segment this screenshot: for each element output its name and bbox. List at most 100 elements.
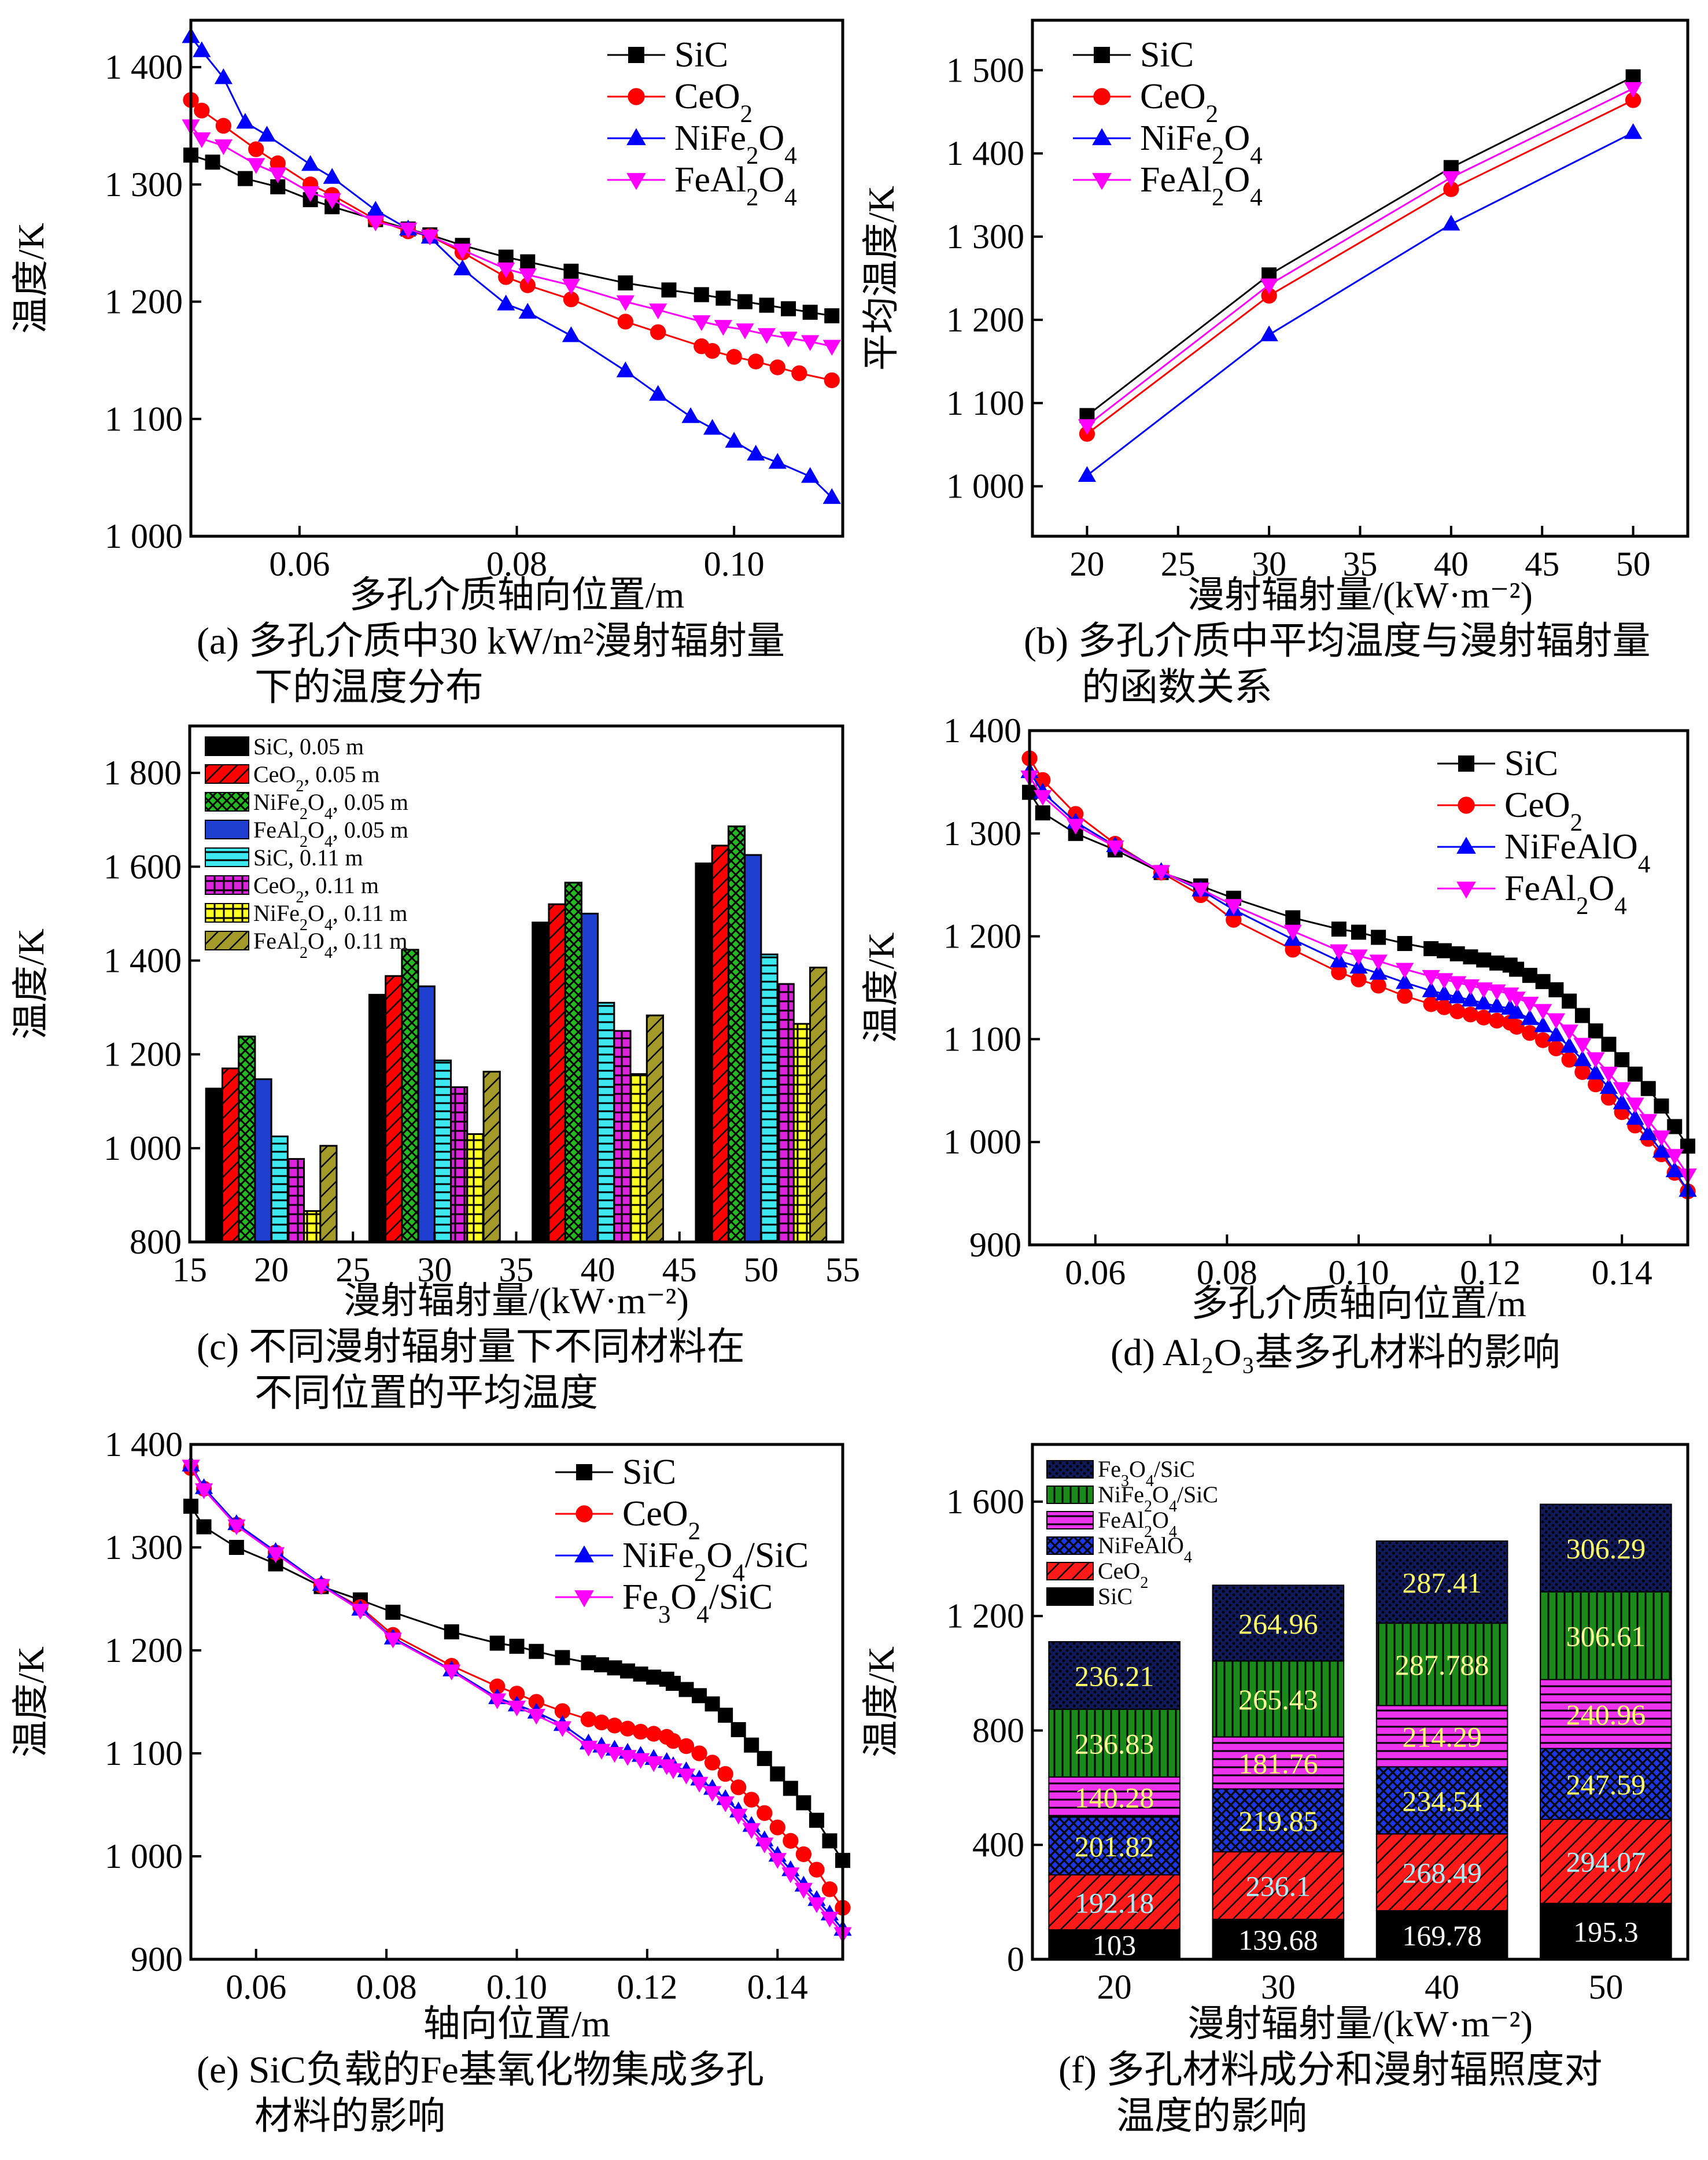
data-point [1588, 1076, 1604, 1093]
data-point [228, 1540, 244, 1555]
data-point [520, 254, 536, 270]
data-point [488, 1693, 507, 1709]
panel-caption: (b) 多孔介质中平均温度与漫射辐射量 [1024, 620, 1650, 662]
data-point [507, 1700, 526, 1717]
data-point [205, 154, 220, 170]
data-point [796, 1795, 811, 1811]
y-tick-label: 800 [130, 1223, 182, 1261]
legend-label: CeO2 [674, 77, 752, 128]
data-point [1474, 982, 1493, 998]
y-axis-label: 温度/K [10, 1646, 51, 1757]
data-point [1283, 924, 1302, 941]
legend-swatch [1046, 1587, 1094, 1606]
data-point [1573, 1050, 1592, 1067]
data-point [1573, 1038, 1592, 1054]
data-point [1509, 961, 1525, 977]
legend-marker [1458, 797, 1475, 814]
data-point [737, 294, 752, 309]
segment-pattern [1212, 1852, 1344, 1919]
data-point [1422, 970, 1440, 986]
data-point [665, 1675, 681, 1691]
bar-pattern [484, 1071, 500, 1242]
y-tick-label: 1 000 [104, 1129, 182, 1167]
x-axis-label: 漫射辐射量/(kW·m⁻²) [1187, 2003, 1533, 2044]
bar-pattern [647, 1015, 663, 1242]
bar-pattern [777, 984, 794, 1242]
data-point [227, 1519, 246, 1535]
data-point [1488, 997, 1506, 1013]
bar-pattern [597, 1002, 614, 1242]
plot-frame [1031, 1443, 1689, 1961]
y-tick-label: 1 200 [943, 917, 1021, 956]
data-point [1587, 1063, 1605, 1080]
legend-marker [576, 1464, 592, 1480]
y-tick-label: 1 000 [105, 1837, 183, 1875]
data-point [1588, 1023, 1603, 1039]
data-point [1560, 1024, 1578, 1041]
data-point [214, 139, 233, 156]
data-point [1476, 952, 1492, 968]
data-point [323, 193, 341, 209]
series-e-0 [183, 1498, 850, 1868]
data-point [257, 126, 276, 142]
data-point [664, 1763, 683, 1779]
panel-caption: (c) 不同漫射辐射量下不同材料在 [197, 1326, 745, 1368]
y-tick-label: 1 200 [946, 1597, 1024, 1635]
data-point [498, 249, 514, 265]
data-point [193, 41, 211, 57]
bar [368, 994, 387, 1243]
data-point [1285, 910, 1301, 926]
data-point [383, 1632, 402, 1649]
y-tick-label: 1 200 [105, 283, 183, 321]
data-point [726, 349, 742, 365]
data-point [1507, 991, 1526, 1008]
data-point [731, 1779, 747, 1796]
segment-value-label: 192.18 [1075, 1887, 1154, 1919]
data-point [1349, 949, 1368, 965]
data-point [555, 1650, 570, 1665]
data-point [809, 1862, 825, 1878]
data-point [704, 1696, 720, 1712]
x-tick-label: 25 [1161, 545, 1196, 583]
data-point [1423, 941, 1439, 956]
series-b-0 [1079, 69, 1641, 423]
data-point [1349, 957, 1368, 974]
data-point [399, 222, 418, 239]
x-tick-label: 35 [1343, 545, 1378, 583]
legend-label: SiC [1098, 1583, 1132, 1609]
legend-label: FeAl2O4, 0.11 m [253, 928, 408, 962]
data-point [1422, 981, 1440, 997]
legend-marker [626, 128, 646, 145]
data-point [301, 155, 320, 171]
data-point [703, 1786, 722, 1802]
segment-value-label: 181.76 [1238, 1748, 1318, 1780]
segment-value-label: 214.29 [1402, 1720, 1482, 1753]
legend-label: NiFe2O4/SiC [1098, 1481, 1218, 1516]
segment-value-label: 247.59 [1566, 1768, 1646, 1801]
legend-swatch-pattern [1047, 1512, 1093, 1529]
x-axis-label: 漫射辐射量/(kW·m⁻²) [1187, 574, 1533, 615]
bar-pattern [451, 1087, 467, 1242]
data-point [1449, 1003, 1466, 1020]
segment-value-label: 268.49 [1402, 1857, 1482, 1889]
segment-value-label: 294.07 [1566, 1846, 1646, 1878]
data-point [497, 294, 515, 311]
data-point [1640, 1081, 1656, 1096]
segment-pattern [1376, 1623, 1508, 1706]
bar-pattern [238, 1036, 255, 1242]
y-axis-label: 平均温度/K [861, 186, 902, 371]
bar-pattern [320, 1145, 337, 1242]
panel-caption: 下的温度分布 [254, 666, 484, 709]
data-point [581, 1655, 596, 1671]
data-point [770, 1766, 785, 1782]
bar-pattern [810, 967, 827, 1242]
legend-marker [1094, 47, 1110, 63]
legend-label: SiC, 0.05 m [253, 733, 364, 760]
data-point [237, 171, 253, 186]
data-point [1561, 1052, 1577, 1068]
data-point [649, 303, 667, 319]
bar-pattern [614, 1031, 631, 1242]
y-tick-label: 1 300 [943, 814, 1021, 853]
data-point [194, 102, 210, 119]
